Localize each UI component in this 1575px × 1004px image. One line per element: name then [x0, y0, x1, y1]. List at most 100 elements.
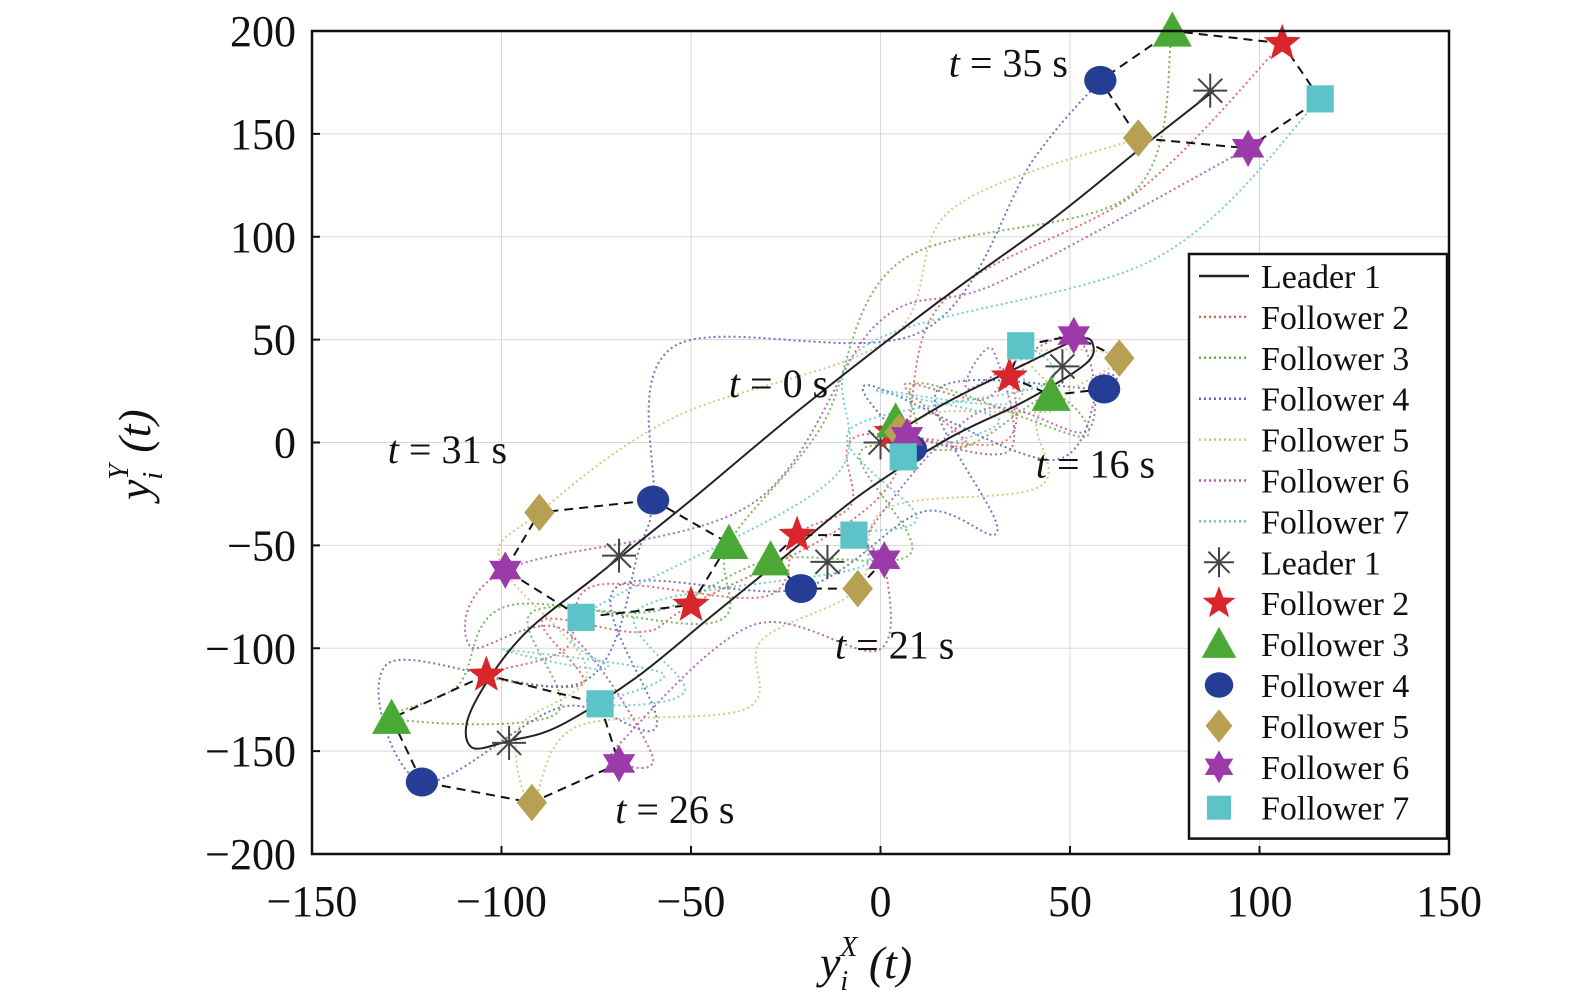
x-axis-label-sup: X	[839, 932, 858, 963]
marker-follower-7	[840, 521, 868, 549]
marker-follower-2	[1263, 23, 1301, 60]
marker-follower-2	[990, 357, 1028, 393]
marker-leader-1	[492, 725, 527, 760]
marker-follower-7	[586, 690, 614, 718]
y-tick-label: 0	[274, 419, 296, 468]
marker-follower-4	[636, 485, 670, 515]
y-axis-label-sup: Y	[104, 461, 135, 480]
y-tick-labels: −200 −150 −100 −50 0 50 100 150 200	[205, 7, 320, 879]
time-label: t = 16 s	[1036, 441, 1155, 486]
marker-follower-6	[1231, 129, 1265, 167]
marker-follower-7	[1007, 332, 1035, 360]
marker-follower-3	[709, 523, 749, 559]
legend-box	[1187, 252, 1449, 840]
x-axis-label-sub: i	[840, 966, 848, 997]
legend-marker-swatch	[1204, 672, 1234, 698]
marker-follower-3	[751, 540, 791, 576]
y-tick-label: −50	[227, 521, 296, 570]
marker-follower-2	[672, 585, 710, 621]
y-tick-label: −200	[205, 830, 296, 879]
time-label: t = 35 s	[949, 40, 1068, 85]
y-tick-label: −100	[205, 624, 296, 673]
time-label: t = 31 s	[388, 427, 507, 472]
marker-leader-1	[1193, 73, 1228, 108]
legend-label: Follower 2	[1261, 300, 1409, 337]
legend-label: Follower 7	[1261, 791, 1409, 828]
x-axis-label: yiX (t)	[816, 932, 912, 997]
marker-follower-6	[1057, 316, 1090, 355]
marker-follower-7	[1306, 85, 1334, 113]
marker-follower-4	[784, 574, 818, 604]
x-axis-label-main: y	[816, 937, 841, 988]
marker-follower-6	[489, 551, 522, 589]
marker-follower-3	[1152, 11, 1192, 47]
x-tick-label: 50	[1048, 877, 1092, 926]
legend-label: Follower 5	[1261, 423, 1409, 460]
legend-label: Follower 3	[1261, 341, 1409, 378]
legend-label: Leader 1	[1261, 259, 1381, 296]
marker-follower-3	[372, 698, 412, 734]
legend-label: Follower 7	[1261, 504, 1409, 541]
agent-markers	[372, 11, 1334, 822]
marker-follower-7	[889, 443, 917, 471]
marker-leader-1	[810, 544, 845, 579]
marker-leader-1	[1045, 349, 1080, 384]
time-label: t = 21 s	[835, 623, 954, 668]
y-tick-label: −150	[205, 727, 296, 776]
x-tick-label: −150	[267, 877, 358, 926]
marker-follower-4	[1087, 374, 1121, 404]
legend-label: Follower 2	[1261, 586, 1409, 623]
x-axis-label-arg: (t)	[857, 937, 912, 988]
x-tick-label: −100	[456, 877, 547, 926]
time-label: t = 0 s	[729, 361, 828, 406]
marker-follower-3	[1031, 375, 1071, 411]
y-tick-label: 50	[252, 316, 296, 365]
formation-outlines	[390, 29, 1322, 804]
leader-path	[464, 89, 1215, 750]
x-tick-label: −50	[657, 877, 726, 926]
legend-marker-swatch	[1202, 586, 1236, 618]
marker-follower-7	[567, 603, 595, 631]
legend-marker-swatch	[1201, 626, 1237, 658]
legend-marker-swatch	[1205, 709, 1233, 743]
legend: Leader 1 Follower 2 Follower 3 Follower 4 Fo…	[1187, 252, 1449, 840]
marker-follower-6	[890, 417, 924, 455]
marker-follower-5	[1123, 119, 1154, 157]
legend-label: Follower 4	[1261, 382, 1409, 419]
x-tick-label: 150	[1416, 877, 1482, 926]
legend-label: Leader 1	[1261, 545, 1381, 582]
y-axis-label-arg: (t)	[109, 409, 160, 464]
legend-marker-swatch	[1207, 795, 1231, 820]
marker-follower-4	[405, 767, 439, 797]
legend-label: Follower 3	[1261, 627, 1409, 664]
marker-follower-6	[868, 541, 901, 579]
marker-follower-2	[467, 655, 505, 691]
y-tick-label: 150	[230, 110, 296, 159]
x-tick-labels: −150 −100 −50 0 50 100 150	[267, 846, 1482, 926]
marker-follower-5	[1104, 339, 1135, 377]
marker-follower-5	[524, 493, 555, 532]
y-tick-label: 200	[230, 7, 296, 56]
marker-follower-4	[1084, 65, 1117, 95]
time-label: t = 26 s	[615, 787, 734, 832]
legend-marker-swatch	[1204, 547, 1234, 578]
legend-label: Follower 4	[1261, 668, 1409, 705]
marker-leader-1	[601, 538, 636, 573]
legend-label: Follower 6	[1261, 464, 1409, 501]
y-axis-label-sub: i	[138, 472, 169, 480]
y-axis-label: yiY (t)	[104, 409, 169, 504]
y-tick-label: 100	[230, 213, 296, 262]
legend-marker-swatch	[1204, 750, 1234, 784]
time-annotations: t = 35 s t = 0 s t = 31 s t = 16 s t = 21 s t…	[388, 40, 1155, 832]
follower-trajectories	[377, 30, 1321, 804]
leader-trajectory	[464, 89, 1215, 750]
marker-follower-5	[842, 569, 873, 608]
marker-follower-5	[516, 783, 547, 822]
marker-follower-2	[778, 515, 816, 551]
legend-label: Follower 5	[1261, 709, 1409, 746]
legend-label: Follower 6	[1261, 750, 1409, 787]
marker-follower-6	[602, 744, 636, 783]
x-tick-label: 0	[870, 877, 892, 926]
x-tick-label: 100	[1227, 877, 1293, 926]
